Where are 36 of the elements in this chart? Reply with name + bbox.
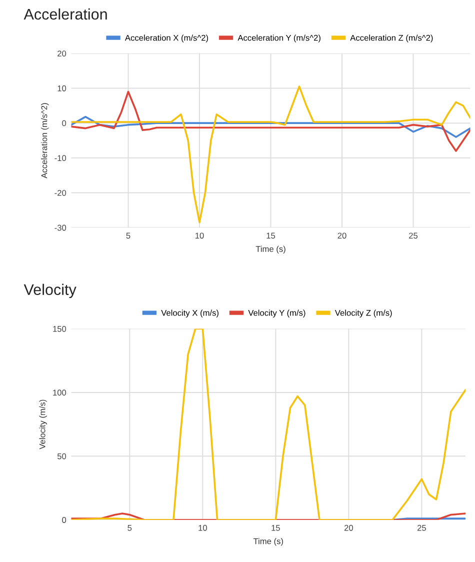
- x-axis-title: Time (s): [253, 538, 283, 546]
- x-tick-label: 10: [196, 232, 204, 239]
- x-tick-label: 25: [409, 232, 418, 239]
- x-tick-label: 15: [272, 525, 280, 531]
- x-tick-label: 20: [338, 232, 346, 239]
- y-tick-label: 0: [62, 120, 66, 126]
- legend-label: Acceleration X (m/s^2): [124, 34, 208, 42]
- x-tick-label: 25: [417, 524, 426, 531]
- x-tick-label: 15: [266, 232, 276, 239]
- y-tick-label: 50: [57, 453, 66, 460]
- y-tick-label: 100: [53, 390, 66, 396]
- y-axis-title: Acceleration (m/s^2): [41, 103, 49, 178]
- y-tick-label: -20: [54, 190, 66, 196]
- y-axis-title: Velocity (m/s): [39, 400, 47, 450]
- x-tick-label: 10: [198, 524, 207, 531]
- chart-title: Velocity: [24, 284, 76, 298]
- y-tick-label: 20: [58, 50, 66, 56]
- legend-label: Acceleration Y (m/s^2): [238, 34, 320, 42]
- line-series: [71, 328, 466, 520]
- x-axis-title: Time (s): [256, 246, 286, 254]
- line-series: [71, 86, 470, 224]
- y-tick-label: 150: [53, 326, 66, 332]
- legend-label: Velocity Y (m/s): [248, 310, 306, 318]
- y-tick-label: -30: [54, 224, 66, 231]
- chart-title: Acceleration: [24, 8, 107, 20]
- y-tick-label: -10: [54, 155, 66, 162]
- x-tick-label: 5: [126, 232, 130, 239]
- legend-label: Acceleration Z (m/s^2): [350, 34, 433, 42]
- legend-label: Velocity Z (m/s): [334, 310, 392, 318]
- legend-label: Velocity X (m/s): [161, 310, 218, 318]
- y-tick-label: 10: [58, 85, 66, 92]
- line-series: [71, 90, 470, 152]
- x-tick-label: 20: [344, 524, 353, 531]
- y-tick-label: 0: [62, 517, 66, 523]
- line-series: [71, 116, 470, 138]
- x-tick-label: 5: [128, 525, 132, 531]
